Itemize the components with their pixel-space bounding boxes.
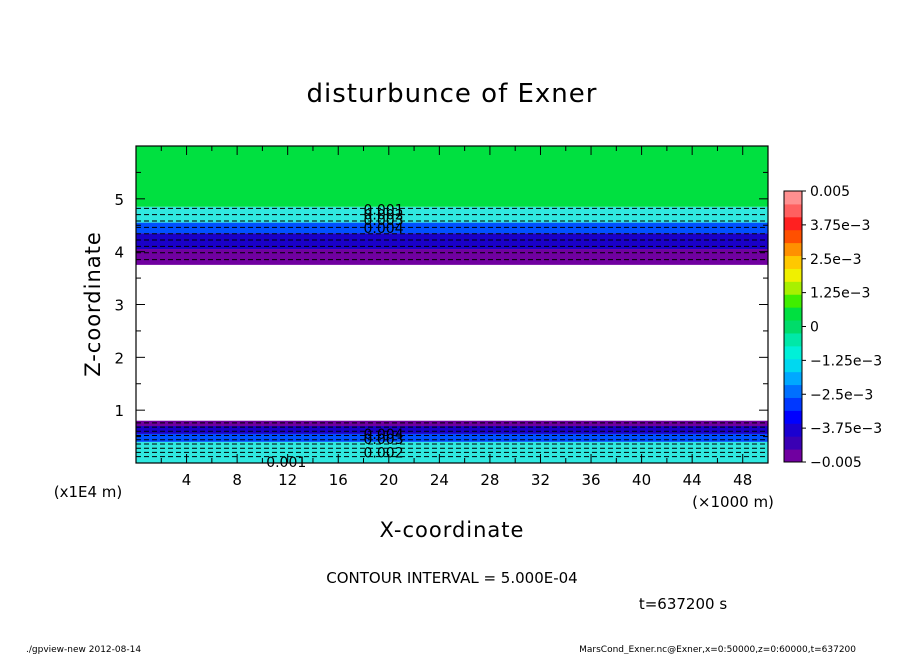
colorbar-segment-10 — [784, 320, 802, 334]
colorbar-segment-14 — [784, 268, 802, 282]
x-tick-label-12: 12 — [278, 471, 297, 489]
chart-title: disturbunce of Exner — [307, 79, 598, 109]
colorbar-segment-8 — [784, 345, 802, 360]
y-tick-label-3: 3 — [114, 297, 124, 315]
colorbar-segment-20 — [784, 191, 802, 205]
colorbar-label-2: −2.5e−3 — [810, 387, 873, 403]
y-tick-label-2: 2 — [114, 349, 124, 367]
x-axis-label: X-coordinate — [380, 518, 525, 542]
contour-band-2 — [136, 426, 768, 434]
colorbar-segment-9 — [784, 332, 802, 347]
x-tick-label-16: 16 — [329, 471, 348, 489]
footer-left: ./gpview-new 2012-08-14 — [26, 645, 141, 654]
plot-area — [136, 146, 768, 463]
x-tick-label-48: 48 — [733, 471, 752, 489]
y-tick-label-1: 1 — [114, 402, 124, 420]
contour-band-8 — [136, 146, 768, 207]
y-axis-ticks: 1 2 3 4 5 — [114, 171, 768, 438]
footer-right: MarsCond_Exner.nc@Exner,x=0:50000,z=0:60… — [579, 645, 856, 654]
colorbar-segment-6 — [784, 371, 802, 386]
contour-label-3: 0.004 — [364, 221, 404, 237]
time-label: t=637200 s — [639, 595, 727, 613]
colorbar-segment-3 — [784, 410, 802, 424]
contour-band-6 — [136, 222, 768, 234]
colorbar-label-0: −0.005 — [810, 455, 862, 471]
contour-lines — [136, 207, 768, 458]
colorbar-label-5: 1.25e−3 — [810, 286, 870, 302]
y-unit-label: (x1E4 m) — [54, 483, 123, 501]
x-tick-label-44: 44 — [683, 471, 702, 489]
colorbar-segment-18 — [784, 216, 802, 231]
x-tick-label-20: 20 — [379, 471, 398, 489]
x-axis-ticks: 4 8 12 16 20 24 28 32 36 40 44 48 — [160, 146, 769, 489]
contour-label-6: 0.002 — [364, 445, 404, 461]
colorbar-segment-12 — [784, 294, 802, 308]
colorbar-segment-1 — [784, 436, 802, 450]
contour-band-1 — [136, 433, 768, 442]
colorbar-label-6: 2.5e−3 — [810, 252, 862, 268]
contour-label-0: 0.001 — [364, 202, 404, 218]
colorbar-segment-0 — [784, 449, 802, 463]
contour-label-2: 0.003 — [364, 213, 404, 229]
colorbar-label-4: 0 — [810, 320, 819, 336]
x-tick-label-32: 32 — [531, 471, 550, 489]
colorbar — [784, 191, 802, 463]
contour-band-4 — [136, 249, 768, 265]
colorbar-segment-4 — [784, 397, 802, 411]
colorbar-segment-19 — [784, 203, 802, 218]
colorbar-segment-11 — [784, 307, 802, 321]
colorbar-label-8: 0.005 — [810, 184, 850, 200]
x-unit-label: (×1000 m) — [692, 493, 774, 511]
colorbar-segment-2 — [784, 423, 802, 437]
colorbar-label-7: 3.75e−3 — [810, 218, 870, 234]
contour-band-5 — [136, 233, 768, 250]
contour-label-5: 0.003 — [364, 432, 404, 448]
colorbar-segment-17 — [784, 229, 802, 244]
colorbar-segment-16 — [784, 242, 802, 257]
x-tick-label-8: 8 — [232, 471, 242, 489]
colorbar-label-1: −3.75e−3 — [810, 421, 882, 437]
y-axis-label: Z-coordinate — [81, 231, 105, 377]
contour-label-1: 0.002 — [364, 208, 404, 224]
y-tick-label-4: 4 — [114, 244, 124, 262]
contour-band-3 — [136, 420, 768, 427]
colorbar-label-3: −1.25e−3 — [810, 353, 882, 369]
x-tick-label-24: 24 — [430, 471, 449, 489]
x-tick-label-4: 4 — [182, 471, 192, 489]
contour-interval: CONTOUR INTERVAL = 5.000E-04 — [326, 569, 577, 587]
y-tick-label-5: 5 — [114, 191, 124, 209]
colorbar-segment-7 — [784, 358, 802, 373]
x-tick-label-28: 28 — [480, 471, 499, 489]
contour-label-4: 0.004 — [364, 427, 404, 443]
colorbar-segment-15 — [784, 255, 802, 269]
colorbar-segment-5 — [784, 384, 802, 398]
colorbar-tick-labels: −0.005 −3.75e−3 −2.5e−3 −1.25e−3 0 1.25e−3 2.5… — [802, 184, 882, 471]
x-tick-label-40: 40 — [632, 471, 651, 489]
x-tick-label-36: 36 — [581, 471, 600, 489]
colorbar-segment-13 — [784, 281, 802, 295]
